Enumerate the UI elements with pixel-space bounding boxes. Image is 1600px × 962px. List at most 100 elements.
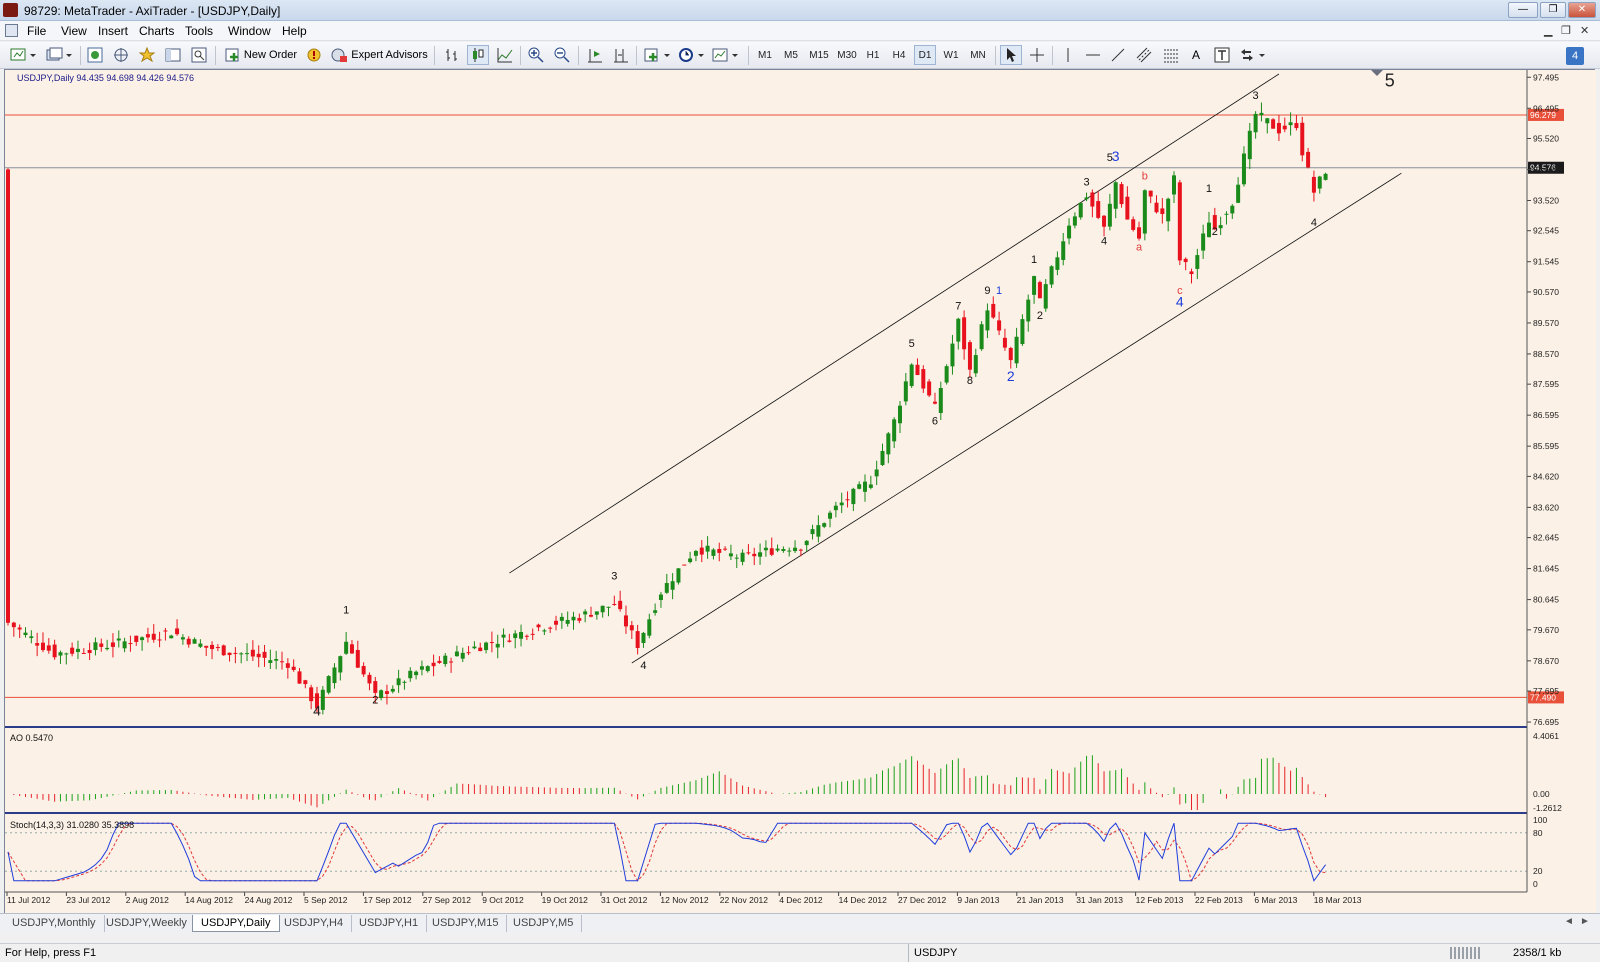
timeframe-m30[interactable]: M30 bbox=[837, 49, 857, 61]
vertical-line-icon[interactable] bbox=[1058, 45, 1078, 65]
line-chart-icon[interactable] bbox=[494, 45, 516, 65]
bear-candle bbox=[1282, 125, 1287, 130]
bear-candle bbox=[99, 643, 104, 647]
menu-help[interactable]: Help bbox=[282, 24, 307, 38]
favorites-icon[interactable] bbox=[137, 45, 157, 65]
candlestick-chart-icon[interactable] bbox=[467, 45, 489, 65]
bear-candle bbox=[554, 620, 559, 625]
navigator-icon[interactable] bbox=[111, 45, 131, 65]
autotrading-icon[interactable] bbox=[305, 45, 323, 65]
equidistant-channel-icon[interactable] bbox=[1133, 45, 1155, 65]
chart-header: USDJPY,Daily 94.435 94.698 94.426 94.576 bbox=[17, 73, 194, 83]
tab-usdjpy-weekly[interactable]: USDJPY,Weekly bbox=[98, 915, 196, 932]
bull-candle bbox=[239, 653, 244, 655]
bear-candle bbox=[1096, 201, 1101, 218]
menu-window[interactable]: Window bbox=[228, 24, 271, 38]
chart-shift-icon[interactable] bbox=[610, 45, 632, 65]
horizontal-line-icon[interactable] bbox=[1083, 45, 1103, 65]
timeframe-h1[interactable]: H1 bbox=[866, 49, 880, 61]
bull-candle bbox=[140, 637, 145, 641]
tab-scroll-left-icon[interactable]: ◄ bbox=[1564, 916, 1574, 927]
bull-candle bbox=[851, 488, 856, 505]
bear-candle bbox=[87, 650, 92, 654]
profiles-icon[interactable] bbox=[44, 45, 74, 65]
wave-label: 5 bbox=[1107, 152, 1113, 164]
bull-candle bbox=[705, 545, 710, 552]
periods-icon[interactable] bbox=[677, 45, 707, 65]
time-tick-label: 5 Sep 2012 bbox=[304, 895, 348, 905]
timeframe-w1[interactable]: W1 bbox=[943, 49, 959, 61]
text-tool-icon[interactable]: A bbox=[1191, 48, 1200, 62]
tab-usdjpy-m5[interactable]: USDJPY,M5 bbox=[505, 915, 583, 932]
zoom-in-icon[interactable] bbox=[525, 45, 547, 65]
tab-usdjpy-h4[interactable]: USDJPY,H4 bbox=[276, 915, 353, 932]
child-restore-icon[interactable]: ❐ bbox=[1561, 25, 1571, 37]
bull-candle bbox=[454, 651, 459, 657]
bull-candle bbox=[542, 630, 547, 632]
bear-candle bbox=[478, 647, 483, 652]
terminal-icon[interactable] bbox=[163, 45, 183, 65]
chart-window-icon[interactable] bbox=[5, 24, 18, 37]
menu-charts[interactable]: Charts bbox=[139, 24, 175, 38]
templates-icon[interactable] bbox=[711, 45, 741, 65]
timeframe-h4[interactable]: H4 bbox=[892, 49, 906, 61]
child-minimize-icon[interactable]: ▁ bbox=[1544, 25, 1553, 37]
price-tick-label: 89.570 bbox=[1533, 318, 1559, 328]
bull-candle bbox=[1084, 197, 1089, 200]
strategy-tester-icon[interactable] bbox=[189, 45, 209, 65]
timeframe-mn[interactable]: MN bbox=[970, 49, 986, 61]
expert-advisors-button[interactable]: Expert Advisors bbox=[329, 45, 429, 65]
zoom-out-icon[interactable] bbox=[551, 45, 573, 65]
bear-candle bbox=[134, 635, 139, 642]
timeframe-m5[interactable]: M5 bbox=[784, 49, 798, 61]
crosshair-icon[interactable] bbox=[1026, 45, 1048, 65]
bear-candle bbox=[466, 652, 471, 654]
tab-usdjpy-daily[interactable]: USDJPY,Daily bbox=[192, 915, 280, 932]
channel-lower-line bbox=[631, 172, 1402, 664]
timeframe-m1[interactable]: M1 bbox=[758, 49, 772, 61]
bull-candle bbox=[810, 529, 815, 535]
minimize-button[interactable]: — bbox=[1508, 2, 1538, 18]
tab-usdjpy-m15[interactable]: USDJPY,M15 bbox=[424, 915, 508, 932]
bear-candle bbox=[157, 639, 162, 641]
bear-candle bbox=[548, 627, 553, 629]
menu-view[interactable]: View bbox=[61, 24, 87, 38]
new-order-button[interactable]: New Order bbox=[221, 45, 301, 65]
cursor-icon[interactable] bbox=[1000, 45, 1022, 65]
auto-scroll-icon[interactable] bbox=[584, 45, 606, 65]
trendline-icon[interactable] bbox=[1108, 45, 1128, 65]
bull-candle bbox=[693, 550, 698, 556]
text-label-icon[interactable] bbox=[1211, 45, 1233, 65]
bull-candle bbox=[688, 558, 693, 563]
wave-label: 2 bbox=[1007, 368, 1015, 384]
indicators-icon[interactable] bbox=[643, 45, 673, 65]
bull-candle bbox=[781, 549, 786, 552]
bear-candle bbox=[1294, 123, 1299, 129]
restore-button[interactable]: ❐ bbox=[1540, 2, 1566, 18]
arrows-icon[interactable] bbox=[1238, 45, 1268, 65]
fibonacci-icon[interactable] bbox=[1160, 45, 1182, 65]
new-chart-icon[interactable] bbox=[8, 45, 38, 65]
bull-candle bbox=[1078, 202, 1083, 218]
notifications-icon[interactable]: 4 bbox=[1566, 47, 1584, 65]
bar-chart-icon[interactable] bbox=[441, 45, 463, 65]
market-watch-icon[interactable] bbox=[85, 45, 105, 65]
menu-tools[interactable]: Tools bbox=[185, 24, 214, 38]
bear-candle bbox=[1002, 337, 1007, 348]
status-bar: For Help, press F1 USDJPY 2358/1 kb bbox=[0, 943, 1600, 962]
menu-insert[interactable]: Insert bbox=[98, 24, 129, 38]
bear-candle bbox=[962, 317, 967, 350]
child-close-icon[interactable]: ✕ bbox=[1580, 25, 1590, 37]
bear-candle bbox=[798, 549, 803, 551]
tab-usdjpy-monthly[interactable]: USDJPY,Monthly bbox=[4, 915, 105, 932]
bull-candle bbox=[979, 324, 984, 350]
tab-usdjpy-h1[interactable]: USDJPY,H1 bbox=[351, 915, 428, 932]
resistance-badge bbox=[1528, 108, 1564, 121]
timeframe-m15[interactable]: M15 bbox=[809, 49, 829, 61]
timeframe-d1[interactable]: D1 bbox=[914, 45, 936, 65]
tab-scroll-right-icon[interactable]: ► bbox=[1580, 916, 1590, 927]
close-button[interactable]: ✕ bbox=[1568, 2, 1596, 18]
menu-file[interactable]: File bbox=[27, 24, 47, 38]
